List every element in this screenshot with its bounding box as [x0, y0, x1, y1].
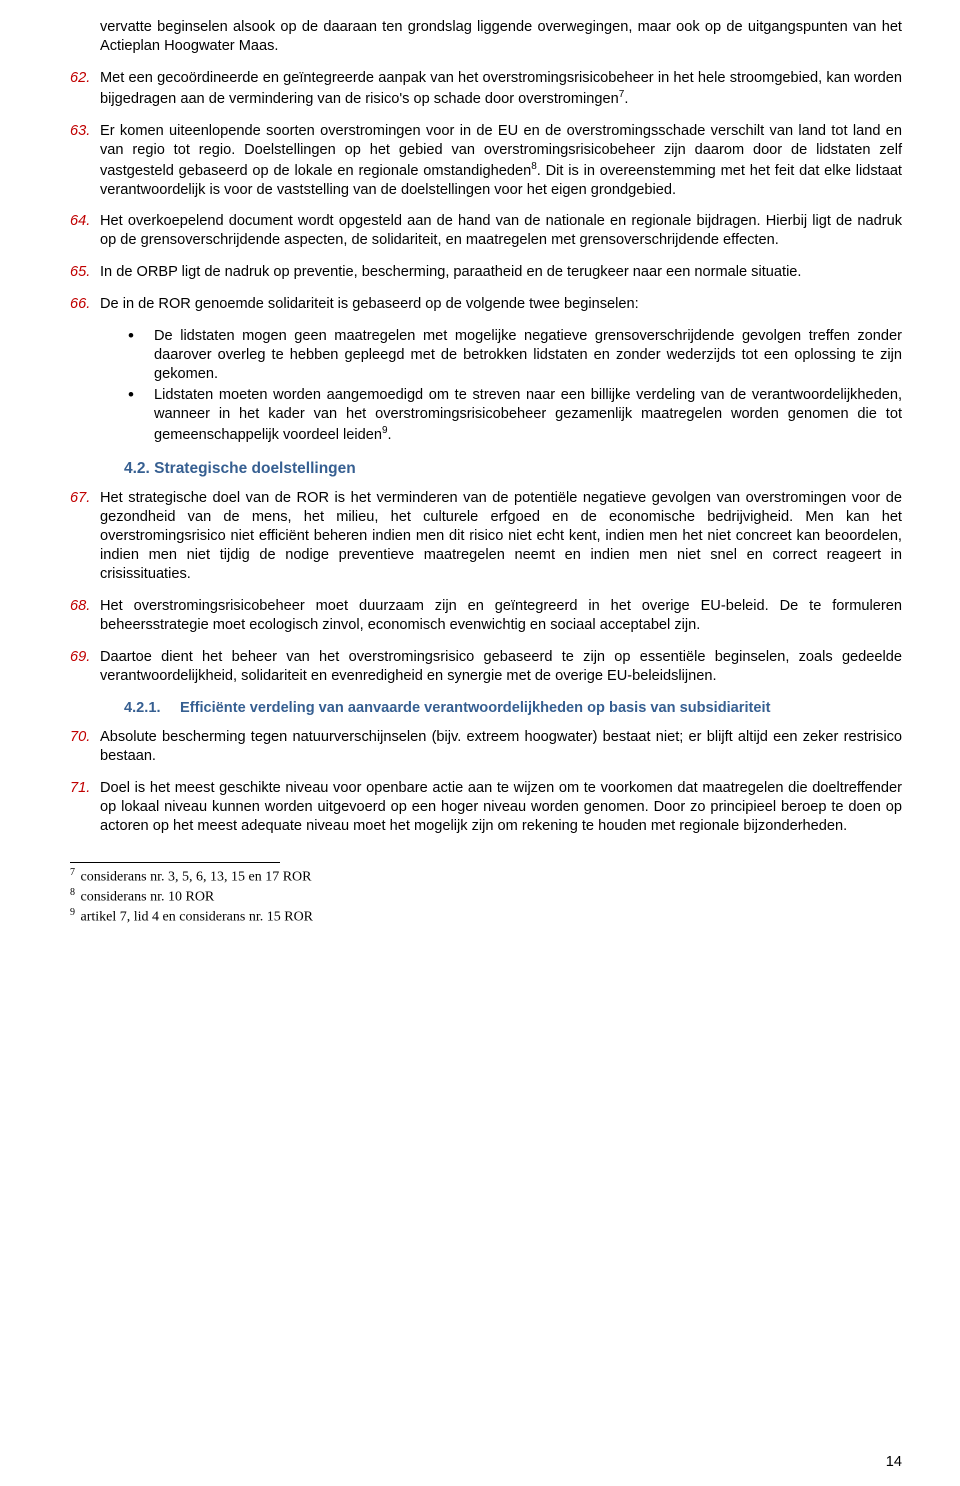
paragraph-number: 66. [70, 295, 100, 314]
paragraph-body: Het overstromingsrisicobeheer moet duurz… [100, 597, 902, 635]
paragraph-body: vervatte beginselen alsook op de daaraan… [100, 18, 902, 56]
footnote-9: 9 artikel 7, lid 4 en considerans nr. 15… [70, 907, 902, 926]
paragraph-70: 70. Absolute bescherming tegen natuurver… [70, 728, 902, 766]
paragraph-body: Er komen uiteenlopende soorten overstrom… [100, 122, 902, 200]
document-page: vervatte beginselen alsook op de daaraan… [0, 0, 960, 1486]
footnote-marker: 8 [70, 887, 75, 898]
footnote-separator [70, 862, 280, 863]
paragraph-67: 67. Het strategische doel van de ROR is … [70, 489, 902, 584]
paragraph-number: 70. [70, 728, 100, 766]
paragraph-number: 64. [70, 212, 100, 250]
paragraph-62: 62. Met een gecoördineerde en geïntegree… [70, 69, 902, 109]
heading-4-2-1: 4.2.1.Efficiënte verdeling van aanvaarde… [124, 699, 902, 718]
heading-number: 4.2.1. [124, 699, 180, 718]
list-item-text: De lidstaten mogen geen maatregelen met … [154, 328, 902, 382]
heading-4-2: 4.2. Strategische doelstellingen [124, 459, 902, 479]
paragraph-text-tail: . [624, 91, 628, 107]
list-item: De lidstaten mogen geen maatregelen met … [128, 327, 902, 384]
paragraph-body: Het overkoepelend document wordt opgeste… [100, 212, 902, 250]
paragraph-number: 71. [70, 779, 100, 836]
paragraph-body: In de ORBP ligt de nadruk op preventie, … [100, 263, 902, 282]
footnote-7: 7 considerans nr. 3, 5, 6, 13, 15 en 17 … [70, 867, 902, 886]
paragraph-text: Met een gecoördineerde en geïntegreerde … [100, 70, 902, 107]
heading-text: Efficiënte verdeling van aanvaarde veran… [180, 700, 770, 716]
solidarity-principles-list: De lidstaten mogen geen maatregelen met … [128, 327, 902, 445]
paragraph-number: 68. [70, 597, 100, 635]
footnote-8: 8 considerans nr. 10 ROR [70, 887, 902, 906]
footnote-marker: 9 [70, 907, 75, 918]
paragraph-68: 68. Het overstromingsrisicobeheer moet d… [70, 597, 902, 635]
list-item-text: Lidstaten moeten worden aangemoedigd om … [154, 387, 902, 443]
footnote-text: artikel 7, lid 4 en considerans nr. 15 R… [77, 910, 313, 925]
paragraph-body: De in de ROR genoemde solidariteit is ge… [100, 295, 902, 314]
paragraph-spacer [70, 18, 100, 56]
paragraph-69: 69. Daartoe dient het beheer van het ove… [70, 648, 902, 686]
list-item: Lidstaten moeten worden aangemoedigd om … [128, 386, 902, 445]
footnote-text: considerans nr. 10 ROR [77, 890, 214, 905]
paragraph-body: Het strategische doel van de ROR is het … [100, 489, 902, 584]
footnote-text: considerans nr. 3, 5, 6, 13, 15 en 17 RO… [77, 869, 311, 884]
paragraph-64: 64. Het overkoepelend document wordt opg… [70, 212, 902, 250]
paragraph-body: Absolute bescherming tegen natuurverschi… [100, 728, 902, 766]
paragraph-body: Met een gecoördineerde en geïntegreerde … [100, 69, 902, 109]
paragraph-number: 67. [70, 489, 100, 584]
paragraph-body: Daartoe dient het beheer van het overstr… [100, 648, 902, 686]
paragraph-number: 69. [70, 648, 100, 686]
list-item-text-tail: . [388, 427, 392, 443]
paragraph-body: Doel is het meest geschikte niveau voor … [100, 779, 902, 836]
paragraph-number: 65. [70, 263, 100, 282]
paragraph-65: 65. In de ORBP ligt de nadruk op prevent… [70, 263, 902, 282]
page-number: 14 [886, 1453, 902, 1472]
paragraph-63: 63. Er komen uiteenlopende soorten overs… [70, 122, 902, 200]
paragraph-fragment-intro: vervatte beginselen alsook op de daaraan… [70, 18, 902, 56]
paragraph-number: 62. [70, 69, 100, 109]
paragraph-66: 66. De in de ROR genoemde solidariteit i… [70, 295, 902, 314]
footnote-marker: 7 [70, 867, 75, 878]
paragraph-number: 63. [70, 122, 100, 200]
paragraph-71: 71. Doel is het meest geschikte niveau v… [70, 779, 902, 836]
